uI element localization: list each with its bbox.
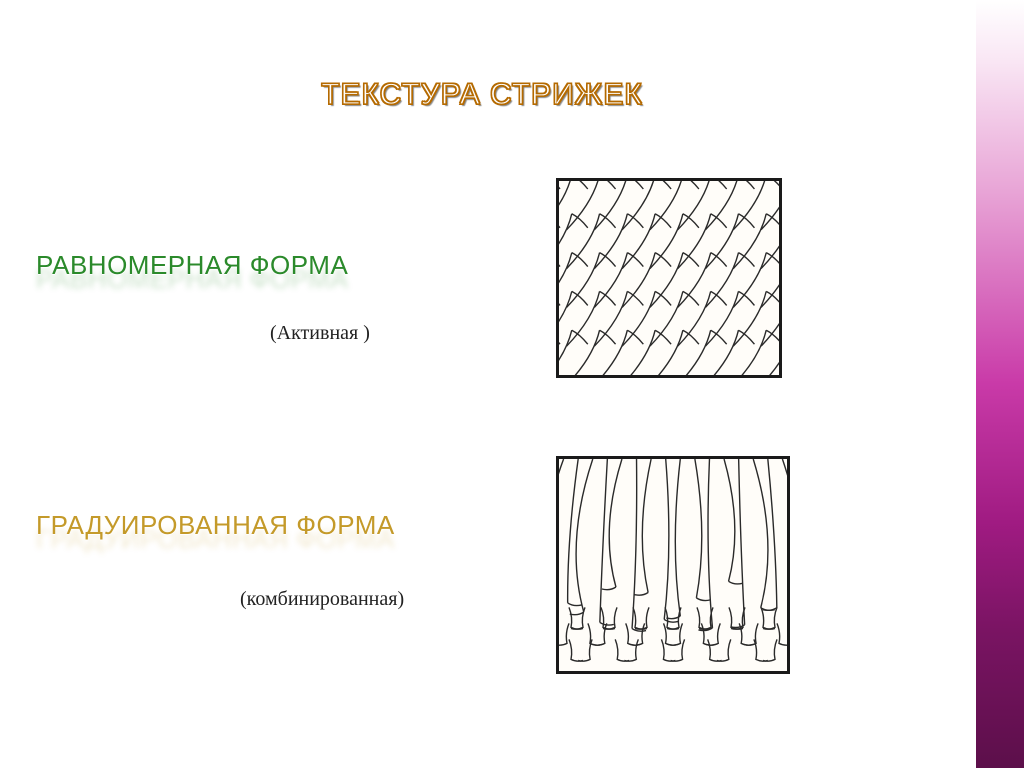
slide-title: ТЕКСТУРА СТРИЖЕК <box>0 78 964 112</box>
sublabel-active: (Активная ) <box>270 322 370 345</box>
slide-title-text: ТЕКСТУРА СТРИЖЕК <box>321 78 643 111</box>
sublabel-combined: (комбинированная) <box>240 588 404 611</box>
swatch-uniform-svg <box>559 181 779 375</box>
slide: ТЕКСТУРА СТРИЖЕК Равномерная форма (Акти… <box>0 0 1024 768</box>
swatch-graduated-svg <box>559 459 787 671</box>
swatch-uniform <box>556 178 782 378</box>
heading-uniform-text: Равномерная форма <box>36 250 348 280</box>
heading-graduated: Градуированная форма <box>36 510 395 541</box>
side-gradient-bar <box>976 0 1024 768</box>
heading-uniform: Равномерная форма <box>36 250 348 281</box>
heading-graduated-text: Градуированная форма <box>36 510 395 540</box>
swatch-graduated <box>556 456 790 674</box>
